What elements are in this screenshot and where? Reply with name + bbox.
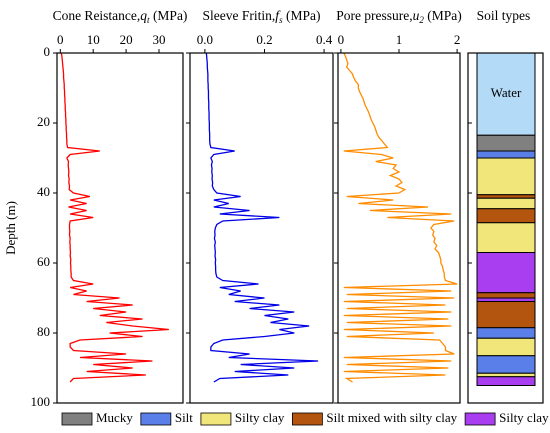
y-tick-label: 80: [37, 324, 50, 339]
x-tick-label: 0.0: [197, 32, 213, 47]
panel-title: Pore pressure,u2 (MPa): [336, 8, 462, 25]
x-tick-label: 0: [338, 32, 345, 47]
x-tick-label: 20: [120, 32, 133, 47]
soil-layer: [476, 222, 536, 253]
panel-frame: [56, 52, 184, 404]
title-unit: (MPa): [424, 8, 462, 23]
legend-swatch: [61, 412, 93, 426]
title-unit: (MPa): [283, 8, 321, 23]
panel-title: Soil types: [477, 8, 531, 23]
title-unit: (MPa): [150, 8, 188, 23]
x-tick-label: 0: [57, 32, 64, 47]
title-symbol: u: [413, 8, 420, 23]
soil-layer: [476, 157, 536, 196]
legend-label: Silt mixed with silty clay: [326, 410, 457, 425]
soil-layer: [476, 150, 536, 159]
title-subscript: t: [147, 15, 150, 25]
legend-label: Mucky: [96, 410, 133, 425]
soil-layer: [476, 208, 536, 224]
legend-label: Silty clay mixed with silt: [499, 410, 550, 425]
x-tick-label: 10: [87, 32, 100, 47]
title-text: Cone Reistance,: [53, 8, 141, 23]
title-text: Sleeve Fritin,: [203, 8, 276, 23]
panel-title: Cone Reistance,qt (MPa): [53, 8, 188, 25]
title-symbol: f: [275, 8, 281, 23]
panel-frame: [467, 52, 544, 404]
y-tick-label: 40: [37, 184, 50, 199]
x-tick-label: 30: [152, 32, 165, 47]
soil-layer: [476, 327, 536, 339]
soil-layer: [476, 194, 536, 199]
profile-line: [205, 52, 319, 383]
x-tick-label: 0.2: [256, 32, 272, 47]
legend-label: Silty clay: [235, 410, 285, 425]
panel-frame: [337, 52, 461, 404]
title-text: Pore pressure,: [336, 8, 412, 23]
title-subscript: s: [279, 15, 283, 25]
soil-layer: [476, 252, 536, 294]
panel-title: Sleeve Fritin,fs (MPa): [203, 8, 321, 25]
soil-layer: [476, 197, 536, 210]
profile-line: [60, 52, 169, 383]
x-tick-label: 2: [454, 32, 461, 47]
y-axis-label: Depth (m): [3, 201, 18, 255]
legend-swatch: [200, 412, 232, 426]
soil-layer: [476, 372, 536, 378]
x-tick-label: 0.4: [316, 32, 333, 47]
legend-swatch: [464, 412, 496, 426]
title-symbol: q: [140, 8, 147, 23]
soil-layer: [476, 292, 536, 299]
soil-layer: [476, 134, 536, 152]
soil-layer: [476, 337, 536, 357]
legend-label: Silt: [175, 410, 193, 425]
y-tick-label: 60: [37, 254, 50, 269]
panel-frame: [189, 52, 334, 404]
legend-swatch: [140, 412, 172, 426]
soil-layer: [476, 376, 536, 386]
y-tick-label: 100: [31, 394, 51, 409]
title-subscript: 2: [419, 15, 424, 25]
profile-line: [343, 52, 458, 383]
soil-layer: [476, 297, 536, 302]
y-tick-label: 0: [44, 44, 51, 59]
x-tick-label: 1: [396, 32, 403, 47]
soil-layer: [476, 301, 536, 329]
legend-swatch: [291, 412, 323, 426]
layer-label: Water: [491, 85, 522, 100]
soil-layer: [476, 355, 536, 374]
y-tick-label: 20: [37, 114, 50, 129]
